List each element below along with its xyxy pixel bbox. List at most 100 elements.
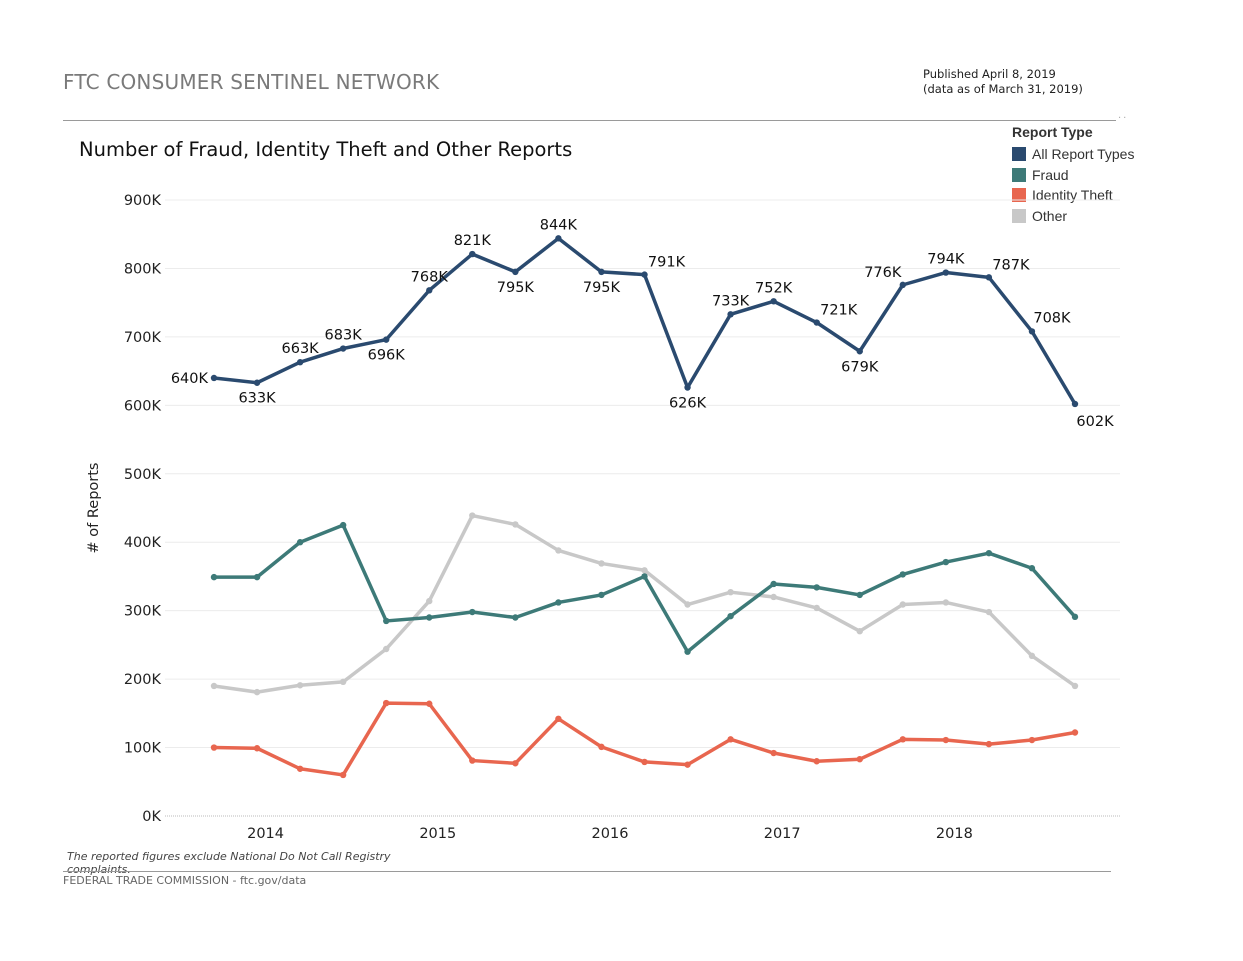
- y-tick-label: 400K: [124, 535, 162, 551]
- data-point-all-report-types[interactable]: [684, 384, 691, 391]
- data-point-fraud[interactable]: [1071, 613, 1079, 621]
- data-point-fraud[interactable]: [727, 612, 734, 620]
- series-all-report-types: [210, 235, 1079, 408]
- data-point-fraud[interactable]: [598, 591, 605, 599]
- data-point-identity-theft[interactable]: [210, 744, 218, 751]
- data-point-other[interactable]: [210, 682, 218, 690]
- data-point-fraud[interactable]: [469, 608, 476, 616]
- data-point-identity-theft[interactable]: [512, 760, 519, 767]
- data-point-other[interactable]: [727, 588, 734, 596]
- data-label: 721K: [820, 303, 858, 319]
- data-point-fraud[interactable]: [426, 614, 433, 621]
- series-line-fraud[interactable]: [212, 523, 1077, 654]
- data-point-all-report-types[interactable]: [641, 271, 648, 278]
- data-point-identity-theft[interactable]: [856, 755, 863, 763]
- data-point-identity-theft[interactable]: [555, 715, 562, 723]
- data-point-identity-theft[interactable]: [426, 700, 433, 707]
- data-point-fraud[interactable]: [985, 549, 993, 557]
- data-point-identity-theft[interactable]: [598, 743, 605, 751]
- legend-label: All Report Types: [1032, 146, 1135, 163]
- data-point-all-report-types[interactable]: [296, 359, 304, 366]
- data-point-fraud[interactable]: [296, 539, 304, 546]
- data-point-identity-theft[interactable]: [770, 749, 777, 757]
- data-point-identity-theft[interactable]: [813, 758, 820, 765]
- data-point-other[interactable]: [942, 599, 950, 606]
- data-point-other[interactable]: [469, 512, 476, 519]
- data-point-fraud[interactable]: [770, 580, 777, 588]
- data-point-fraud[interactable]: [512, 614, 519, 621]
- legend-item-identity-theft[interactable]: Identity Theft: [1012, 185, 1134, 206]
- data-point-identity-theft[interactable]: [727, 736, 734, 743]
- data-point-identity-theft[interactable]: [339, 771, 347, 779]
- data-point-identity-theft[interactable]: [641, 758, 648, 766]
- data-point-other[interactable]: [985, 608, 993, 616]
- data-point-other[interactable]: [512, 521, 519, 528]
- data-point-fraud[interactable]: [813, 584, 820, 591]
- data-point-all-report-types[interactable]: [813, 319, 820, 326]
- data-point-identity-theft[interactable]: [296, 765, 304, 772]
- data-point-all-report-types[interactable]: [942, 269, 950, 276]
- x-tick-label: 2018: [936, 826, 973, 842]
- data-point-fraud[interactable]: [555, 599, 562, 606]
- data-point-other[interactable]: [684, 601, 691, 608]
- data-point-other[interactable]: [1028, 652, 1036, 660]
- data-point-other[interactable]: [1071, 682, 1079, 690]
- data-point-all-report-types[interactable]: [856, 348, 863, 355]
- data-point-identity-theft[interactable]: [253, 745, 261, 752]
- data-point-other[interactable]: [770, 593, 777, 601]
- legend-item-all-report-types[interactable]: All Report Types: [1012, 144, 1134, 165]
- data-point-other[interactable]: [641, 567, 648, 574]
- y-tick-label: 900K: [124, 193, 162, 209]
- data-point-all-report-types[interactable]: [469, 250, 476, 258]
- data-point-other[interactable]: [253, 688, 261, 696]
- data-point-all-report-types[interactable]: [253, 379, 261, 386]
- data-label: 752K: [755, 280, 793, 296]
- legend-swatch: [1012, 147, 1026, 162]
- data-point-other[interactable]: [296, 682, 304, 689]
- data-point-fraud[interactable]: [253, 573, 261, 581]
- data-point-fraud[interactable]: [383, 617, 390, 625]
- data-point-identity-theft[interactable]: [985, 740, 993, 748]
- data-point-fraud[interactable]: [942, 558, 950, 566]
- data-point-all-report-types[interactable]: [598, 268, 605, 276]
- data-point-all-report-types[interactable]: [727, 311, 734, 318]
- legend-item-fraud[interactable]: Fraud: [1012, 165, 1134, 186]
- data-point-other[interactable]: [426, 597, 433, 605]
- data-point-all-report-types[interactable]: [339, 345, 347, 352]
- data-point-other[interactable]: [856, 628, 863, 635]
- data-point-identity-theft[interactable]: [899, 736, 906, 743]
- data-point-all-report-types[interactable]: [1028, 328, 1036, 335]
- data-point-other[interactable]: [555, 547, 562, 554]
- data-point-identity-theft[interactable]: [1028, 736, 1036, 744]
- data-point-all-report-types[interactable]: [512, 268, 519, 276]
- data-point-fraud[interactable]: [856, 591, 863, 599]
- legend-item-other[interactable]: Other: [1012, 206, 1134, 227]
- data-point-other[interactable]: [383, 645, 390, 653]
- data-point-fraud[interactable]: [684, 648, 691, 655]
- data-point-identity-theft[interactable]: [1071, 729, 1079, 736]
- data-point-all-report-types[interactable]: [383, 336, 390, 343]
- data-point-other[interactable]: [899, 601, 906, 608]
- data-point-other[interactable]: [339, 678, 347, 686]
- data-point-identity-theft[interactable]: [383, 699, 390, 707]
- data-point-all-report-types[interactable]: [555, 235, 562, 242]
- data-point-all-report-types[interactable]: [899, 281, 906, 289]
- data-point-fraud[interactable]: [899, 571, 906, 578]
- data-point-fraud[interactable]: [641, 573, 648, 580]
- data-point-all-report-types[interactable]: [210, 374, 218, 382]
- data-point-other[interactable]: [598, 560, 605, 567]
- data-point-identity-theft[interactable]: [684, 761, 691, 768]
- data-point-fraud[interactable]: [1028, 565, 1036, 572]
- data-point-other[interactable]: [813, 604, 820, 612]
- data-point-all-report-types[interactable]: [1071, 400, 1079, 408]
- data-point-all-report-types[interactable]: [985, 274, 993, 281]
- data-point-fraud[interactable]: [339, 521, 347, 529]
- data-point-all-report-types[interactable]: [426, 287, 433, 294]
- data-point-identity-theft[interactable]: [942, 736, 950, 744]
- y-tick-label: 500K: [124, 467, 162, 483]
- data-point-fraud[interactable]: [210, 573, 218, 581]
- data-point-all-report-types[interactable]: [770, 298, 777, 305]
- data-point-identity-theft[interactable]: [469, 757, 476, 764]
- data-label: 626K: [669, 396, 707, 412]
- legend-swatch: [1012, 167, 1026, 182]
